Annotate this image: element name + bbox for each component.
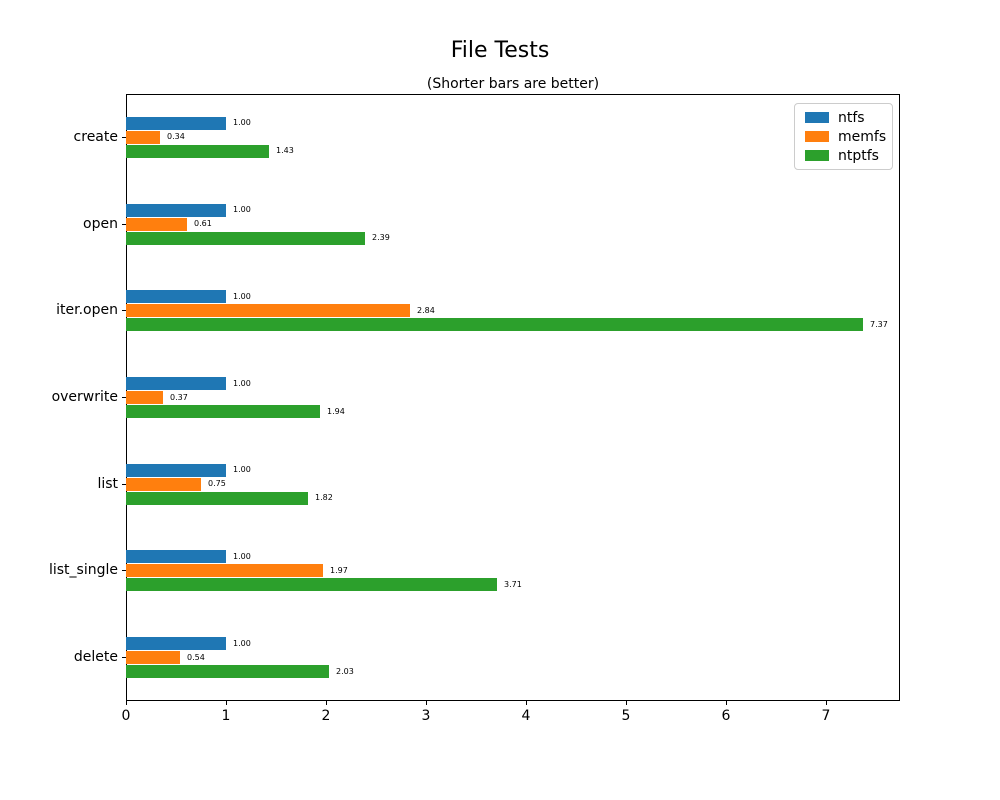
bar-value-label: 0.61 xyxy=(194,219,212,229)
bar-value-label: 2.39 xyxy=(372,233,390,243)
bar-value-label: 1.00 xyxy=(233,378,251,388)
bar-value-label: 1.00 xyxy=(233,551,251,561)
x-tick xyxy=(625,701,627,705)
x-tick xyxy=(825,701,827,705)
bar-value-label: 1.00 xyxy=(233,638,251,648)
bar-value-label: 2.84 xyxy=(417,305,435,315)
plot-area xyxy=(126,94,900,701)
legend-swatch-memfs xyxy=(805,131,829,142)
x-tick xyxy=(425,701,427,705)
x-tick-label: 5 xyxy=(621,708,631,724)
bar-ntptfs xyxy=(126,665,329,679)
x-tick xyxy=(725,701,727,705)
bar-value-label: 0.75 xyxy=(208,479,226,489)
y-tick xyxy=(122,483,126,485)
y-tick-label: create xyxy=(73,128,118,145)
bar-ntfs xyxy=(126,463,226,477)
y-tick-label: overwrite xyxy=(51,389,118,405)
legend-item-ntfs: ntfs xyxy=(805,110,884,126)
legend-item-ntptfs: ntptfs xyxy=(805,148,884,164)
bar-ntptfs xyxy=(126,318,863,332)
bar-ntptfs xyxy=(126,231,365,245)
x-tick xyxy=(225,701,227,705)
bar-memfs xyxy=(126,304,410,318)
y-tick-label: list xyxy=(97,475,118,492)
x-tick xyxy=(125,701,127,705)
bar-value-label: 2.03 xyxy=(336,666,354,676)
x-tick-label: 4 xyxy=(521,708,531,724)
bar-value-label: 1.97 xyxy=(330,565,348,575)
x-tick-label: 3 xyxy=(421,708,431,724)
legend-label: memfs xyxy=(838,128,887,145)
legend-label: ntfs xyxy=(838,109,865,126)
bar-ntptfs xyxy=(126,578,497,592)
x-tick-label: 6 xyxy=(721,708,731,724)
legend-item-memfs: memfs xyxy=(805,128,887,145)
bar-ntfs xyxy=(126,550,226,564)
x-tick xyxy=(325,701,327,705)
bar-memfs xyxy=(126,564,323,578)
chart-subtitle: (Shorter bars are better) xyxy=(426,76,600,92)
y-tick xyxy=(122,657,126,659)
bar-value-label: 1.00 xyxy=(233,291,251,301)
x-tick-label: 1 xyxy=(221,708,231,724)
bar-value-label: 0.37 xyxy=(170,392,188,402)
y-tick-label: delete xyxy=(73,649,118,666)
bar-value-label: 1.00 xyxy=(233,465,251,475)
legend: ntfs memfs ntptfs xyxy=(794,103,893,170)
bar-ntfs xyxy=(126,290,226,304)
bar-memfs xyxy=(126,477,201,491)
bar-ntfs xyxy=(126,203,226,217)
y-tick xyxy=(122,310,126,312)
bar-value-label: 1.43 xyxy=(276,146,294,156)
y-tick-label: iter.open xyxy=(56,302,118,319)
bar-value-label: 1.82 xyxy=(315,493,333,503)
legend-label: ntptfs xyxy=(838,147,879,164)
chart-title: File Tests xyxy=(450,38,550,63)
bar-value-label: 7.37 xyxy=(870,319,888,329)
bar-value-label: 0.54 xyxy=(187,652,205,662)
y-tick-label: open xyxy=(83,215,118,232)
bar-ntfs xyxy=(126,637,226,651)
legend-swatch-ntptfs xyxy=(805,150,829,161)
y-tick xyxy=(122,136,126,138)
bar-memfs xyxy=(126,391,163,404)
x-tick xyxy=(525,701,527,705)
legend-swatch-ntfs xyxy=(805,112,829,123)
bar-value-label: 1.00 xyxy=(233,205,251,215)
y-tick xyxy=(122,223,126,225)
bar-value-label: 3.71 xyxy=(504,579,522,589)
bar-ntfs xyxy=(126,377,226,390)
y-tick xyxy=(122,397,126,398)
bar-value-label: 1.00 xyxy=(233,118,251,128)
bar-ntfs xyxy=(126,116,226,130)
bar-memfs xyxy=(126,651,180,665)
bar-memfs xyxy=(126,217,187,231)
x-tick-label: 2 xyxy=(321,708,331,724)
bar-value-label: 1.94 xyxy=(327,406,345,416)
bar-ntptfs xyxy=(126,405,320,418)
bar-ntptfs xyxy=(126,491,308,505)
y-tick-label: list_single xyxy=(48,562,118,579)
y-tick xyxy=(122,570,126,572)
bar-ntptfs xyxy=(126,144,269,158)
bar-memfs xyxy=(126,130,160,144)
bar-value-label: 0.34 xyxy=(167,132,185,142)
x-tick-label: 7 xyxy=(821,708,831,724)
x-tick-label: 0 xyxy=(121,708,131,724)
